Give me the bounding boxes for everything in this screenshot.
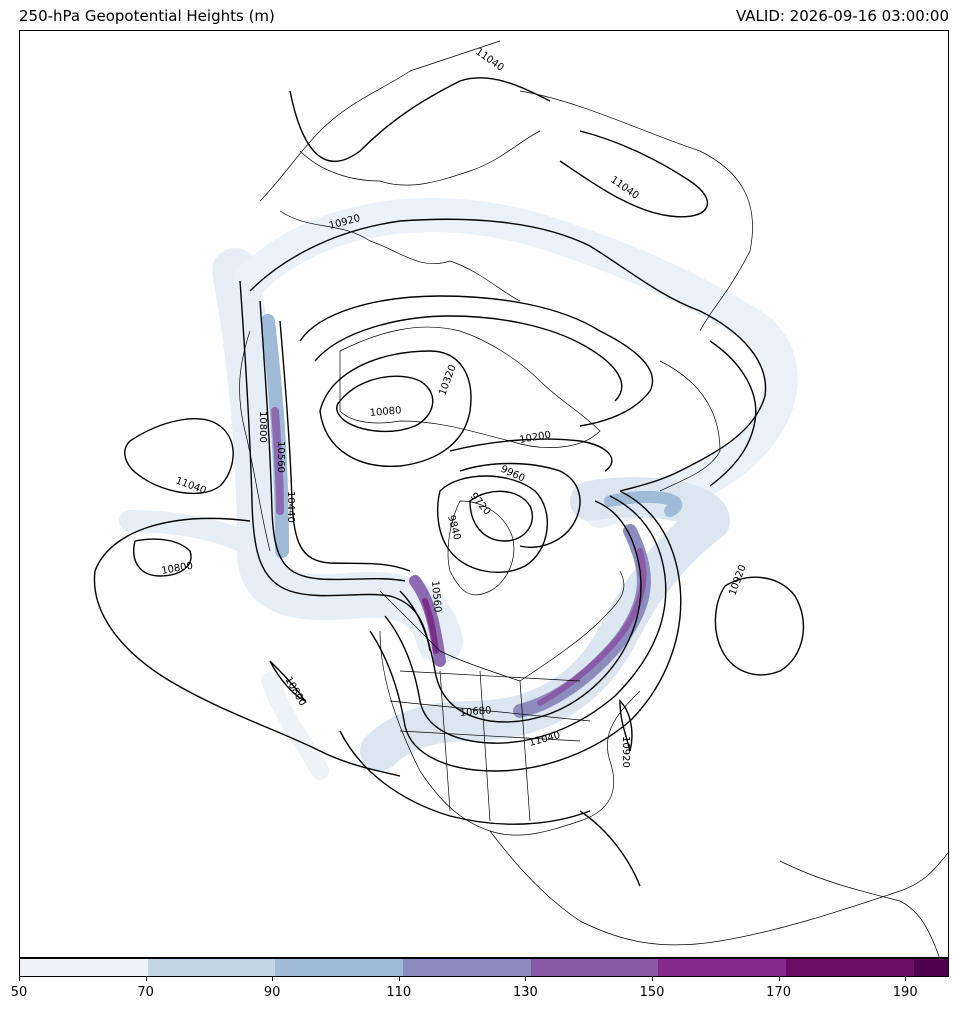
contour-11040-north [289,77,709,218]
colorbar-tick-label: 110 [386,985,412,1000]
map-canvas: 11040 11040 10920 11040 10800 10800 10560 10440… [93,40,948,957]
colorbar-tick [905,977,907,981]
contour-label: 10080 [369,405,402,419]
coast-central-america [489,830,948,946]
contour-label: 10680 [459,705,492,719]
contour-trough-3 [369,490,682,772]
colorbar-tick-label: 150 [639,985,665,1000]
colorbar-segment [530,959,659,976]
colorbar-tick-label: 90 [263,985,281,1000]
jet-core-west-inner [271,407,284,515]
colorbar-tick [778,977,780,981]
contour-9720-low [469,490,533,542]
contour-11040-big [93,517,401,777]
contour-label: 11040 [473,46,505,73]
jet-core-canada-inner [422,598,439,654]
jet-shade-west [212,248,463,664]
contour-trough-2 [384,495,667,744]
coast-asia [519,90,753,492]
colorbar-segment [147,959,276,976]
coast-greenland [447,500,515,596]
colorbar-segment [20,959,148,976]
contour-10800-pacific [133,538,192,577]
contour-south-2 [579,810,641,887]
contour-label: 10560 [275,441,286,473]
wind-shading [119,198,798,780]
colorbar-tick-label: 130 [512,985,538,1000]
contour-label: 10440 [285,491,296,523]
contour-10800-gulf [269,660,308,703]
colorbar-tick [652,977,653,981]
contour-label: 10560 [429,580,443,613]
contour-9960 [459,462,581,548]
contour-label: 11040 [608,174,640,201]
contour-9840 [437,475,549,573]
coast-africa [239,330,271,552]
contour-south-1 [339,730,591,825]
contour-10440-west [279,320,411,572]
contour-label: 10920 [727,563,748,597]
jet-core-east-inner [537,548,647,706]
colorbar-tick [19,977,20,981]
colorbar-tick-label: 170 [766,985,792,1000]
colorbar-tick [525,977,527,981]
colorbar-segment [786,959,914,976]
jet-shade-pacific [119,510,271,562]
contour-label: 11040 [528,730,562,749]
contour-label: 10200 [519,430,552,446]
contour-10560-west [259,300,406,582]
contour-label: 9840 [445,514,462,541]
jet-shade-arc [233,198,798,528]
coast-south-america [779,860,940,957]
colorbar-segment [403,959,531,976]
contour-inner-2 [314,315,623,402]
coast-us-grid [389,670,591,822]
colorbar-segment [658,959,787,976]
coast-north-america [379,630,641,836]
contour-10920-se [619,699,633,752]
colorbar-segment [913,959,948,976]
contour-label: 10320 [437,363,458,397]
map-panel: 11040 11040 10920 11040 10800 10800 10560 10440… [19,30,949,958]
colorbar [19,958,949,977]
contour-11040-west [124,418,234,494]
valid-time: VALID: 2026-09-16 03:00:00 [735,7,949,25]
coast-arctic [339,326,601,448]
map-title: 250-hPa Geopotential Heights (m) [19,7,275,25]
contour-10080-low [336,375,434,433]
contour-10320 [319,350,472,467]
contour-trough-1 [399,500,642,723]
contour-label: 9960 [499,464,527,485]
contour-label: 10800 [161,561,194,577]
height-contours [93,77,805,887]
colorbar-tick-label: 190 [892,985,918,1000]
colorbar-ticks: 50 70 90 110 130 150 170 190 [0,977,959,1007]
contour-10920-ring [249,218,767,492]
colorbar-tick-label: 70 [137,985,154,1000]
contour-10200 [449,438,613,472]
contour-10920-east [714,576,805,676]
coastlines [239,40,948,957]
contour-10800-west [239,280,431,652]
colorbar-tick-label: 50 [10,985,28,1000]
contour-south-3 [709,340,757,487]
jet-shade-gulf [261,672,329,780]
contour-label: 10800 [257,411,268,443]
coast-europe [259,40,541,302]
jet-core-atlantic [604,490,683,517]
contour-label: 10920 [620,736,631,768]
colorbar-tick [145,977,147,981]
colorbar-segment [275,959,404,976]
colorbar-tick [398,977,400,981]
colorbar-tick [272,977,274,981]
contour-inner-1 [299,295,654,427]
